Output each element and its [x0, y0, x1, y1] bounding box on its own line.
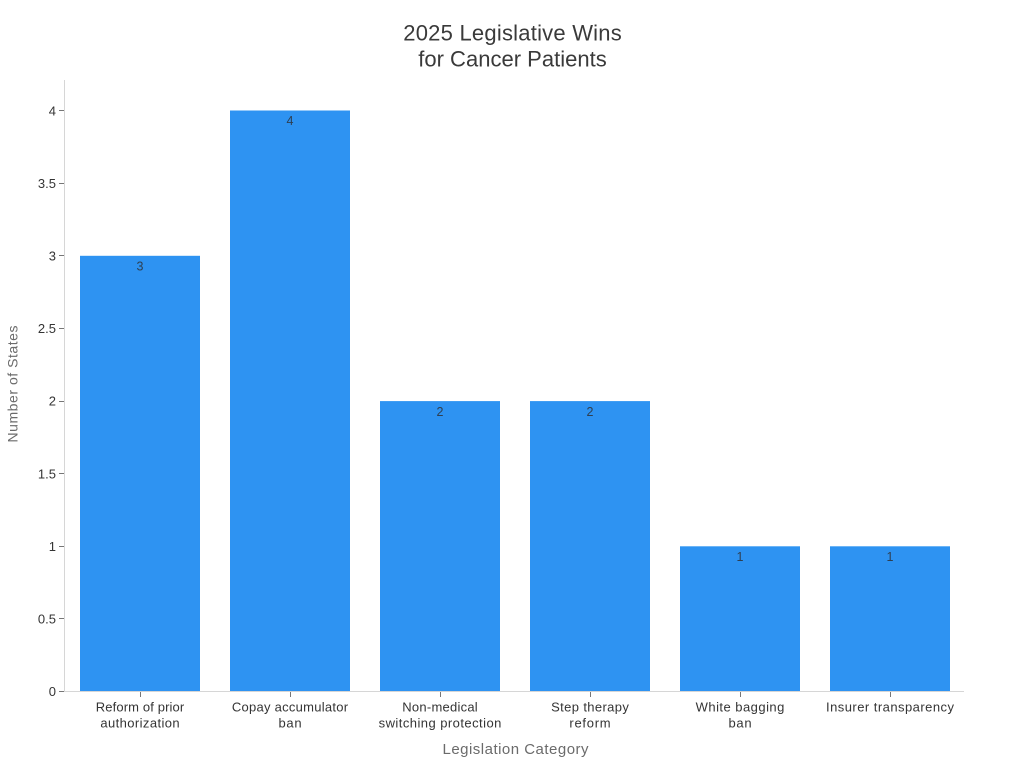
svg-text:Non-medical: Non-medical: [402, 700, 478, 715]
svg-text:White bagging: White bagging: [696, 700, 785, 715]
svg-text:1: 1: [49, 539, 56, 554]
svg-text:Insurer transparency: Insurer transparency: [826, 700, 955, 715]
svg-text:3: 3: [49, 249, 56, 264]
svg-text:2: 2: [587, 405, 594, 419]
svg-text:1: 1: [737, 550, 744, 564]
svg-text:Reform of prior: Reform of prior: [96, 700, 185, 715]
svg-text:ban: ban: [278, 716, 301, 731]
svg-text:Copay accumulator: Copay accumulator: [232, 700, 349, 715]
svg-text:switching protection: switching protection: [379, 716, 502, 731]
svg-text:4: 4: [287, 114, 294, 128]
svg-text:reform: reform: [569, 716, 610, 731]
svg-text:authorization: authorization: [100, 716, 179, 731]
svg-text:4: 4: [49, 103, 56, 118]
svg-text:1: 1: [887, 550, 894, 564]
svg-text:2: 2: [437, 405, 444, 419]
svg-text:Number of States: Number of States: [5, 326, 21, 443]
svg-text:1.5: 1.5: [38, 466, 56, 481]
svg-text:3.5: 3.5: [38, 176, 56, 191]
svg-text:Legislation Category: Legislation Category: [443, 741, 590, 758]
svg-text:ban: ban: [728, 716, 751, 731]
svg-text:2025 Legislative Wins: 2025 Legislative Wins: [403, 21, 622, 46]
svg-text:0.5: 0.5: [38, 612, 56, 627]
svg-text:for Cancer Patients: for Cancer Patients: [418, 47, 607, 72]
svg-text:0: 0: [49, 684, 56, 699]
svg-text:3: 3: [137, 260, 144, 274]
svg-text:2.5: 2.5: [38, 321, 56, 336]
svg-text:Step therapy: Step therapy: [551, 700, 629, 715]
svg-text:2: 2: [49, 394, 56, 409]
